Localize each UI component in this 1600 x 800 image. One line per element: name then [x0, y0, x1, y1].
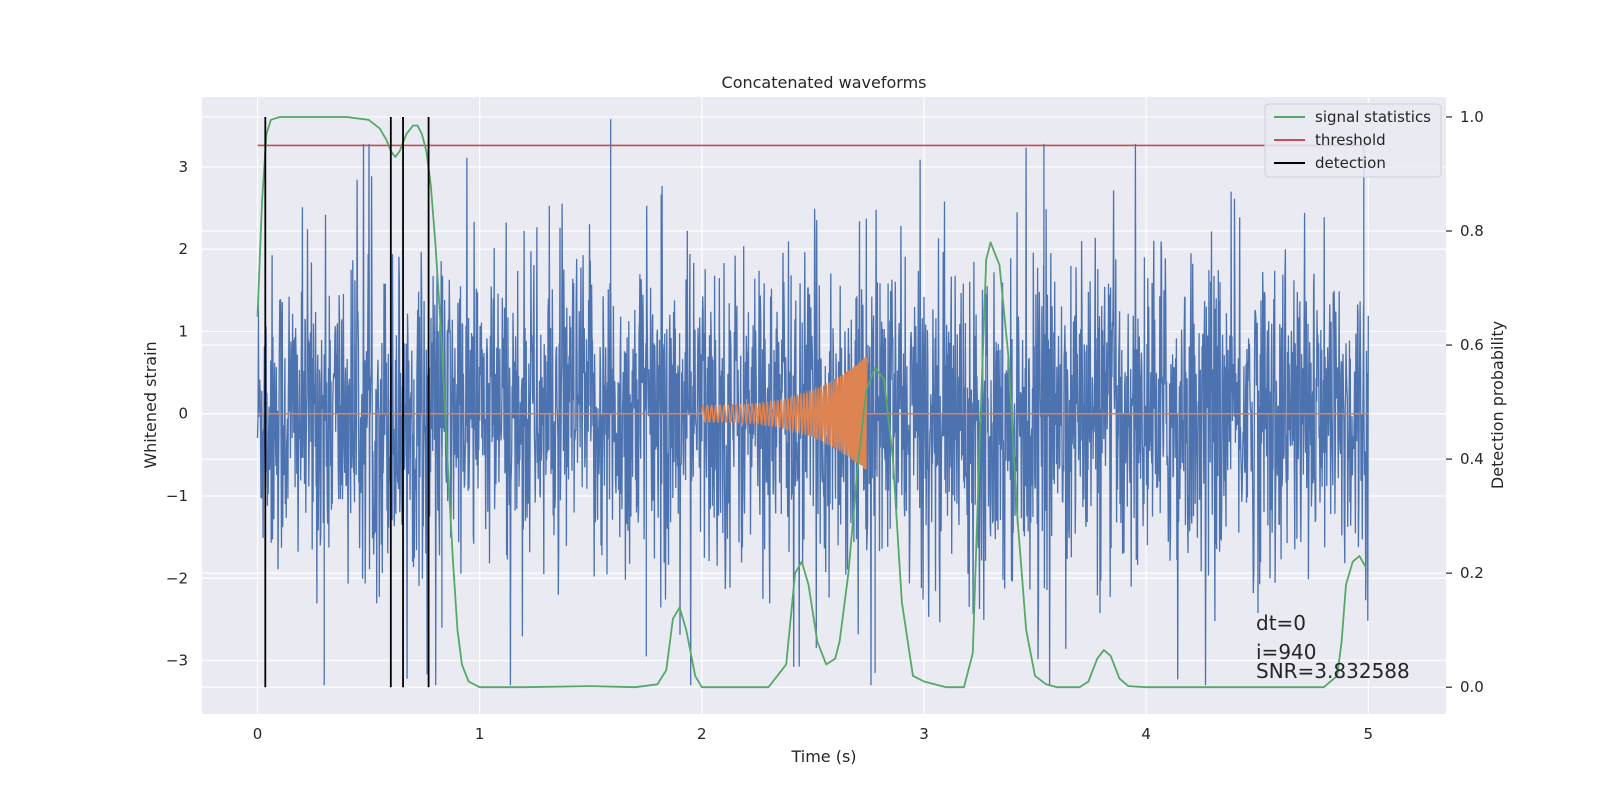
y2-tick-label: 1.0: [1460, 108, 1484, 126]
legend-box: [1264, 103, 1442, 178]
y2-tick-label: 0.6: [1460, 336, 1484, 354]
y2-tick-label: 0.8: [1460, 222, 1484, 240]
y-axis-title: Whitened strain: [141, 341, 160, 468]
x-tick-label: 0: [253, 725, 263, 743]
annotation-index: i=940: [1256, 640, 1317, 664]
x-tick-label: 1: [475, 725, 485, 743]
axes-ticks: 0 1 2 3 4 5 −3 −2 −1 0 1 2 3 0.0 0.2 0.4 0.6 0.8 1.0: [166, 108, 1484, 743]
y-tick-label: −1: [166, 487, 188, 505]
y-tick-label: 1: [178, 322, 188, 340]
y-tick-label: 3: [178, 158, 188, 176]
x-tick-label: 2: [697, 725, 707, 743]
x-tick-label: 3: [919, 725, 929, 743]
legend: signal statistics threshold detection: [1264, 103, 1442, 178]
series-waveform-line: [257, 357, 1369, 470]
y2-tick-label: 0.0: [1460, 678, 1484, 696]
chart-title: Concatenated waveforms: [722, 73, 927, 92]
annotation-dt: dt=0: [1256, 611, 1306, 635]
y2-tick-label: 0.2: [1460, 564, 1484, 582]
plot-series: [256, 116, 1369, 689]
x-tick-label: 4: [1141, 725, 1151, 743]
x-axis-title: Time (s): [790, 747, 856, 766]
y-tick-label: −2: [166, 569, 188, 587]
y2-axis-title: Detection probability: [1488, 321, 1507, 489]
y-tick-label: −3: [166, 652, 188, 670]
y-tick-label: 0: [178, 405, 188, 423]
annotation-snr: SNR=3.832588: [1256, 659, 1410, 683]
legend-label-signal-statistics: signal statistics: [1315, 108, 1431, 126]
y-tick-label: 2: [178, 240, 188, 258]
y2-tick-label: 0.4: [1460, 450, 1484, 468]
legend-label-detection: detection: [1315, 154, 1386, 172]
series-signal-statistics-line: [256, 116, 1367, 689]
annotation-block: dt=0 i=940 SNR=3.832588: [1256, 611, 1410, 683]
x-tick-label: 5: [1363, 725, 1373, 743]
legend-label-threshold: threshold: [1315, 131, 1386, 149]
